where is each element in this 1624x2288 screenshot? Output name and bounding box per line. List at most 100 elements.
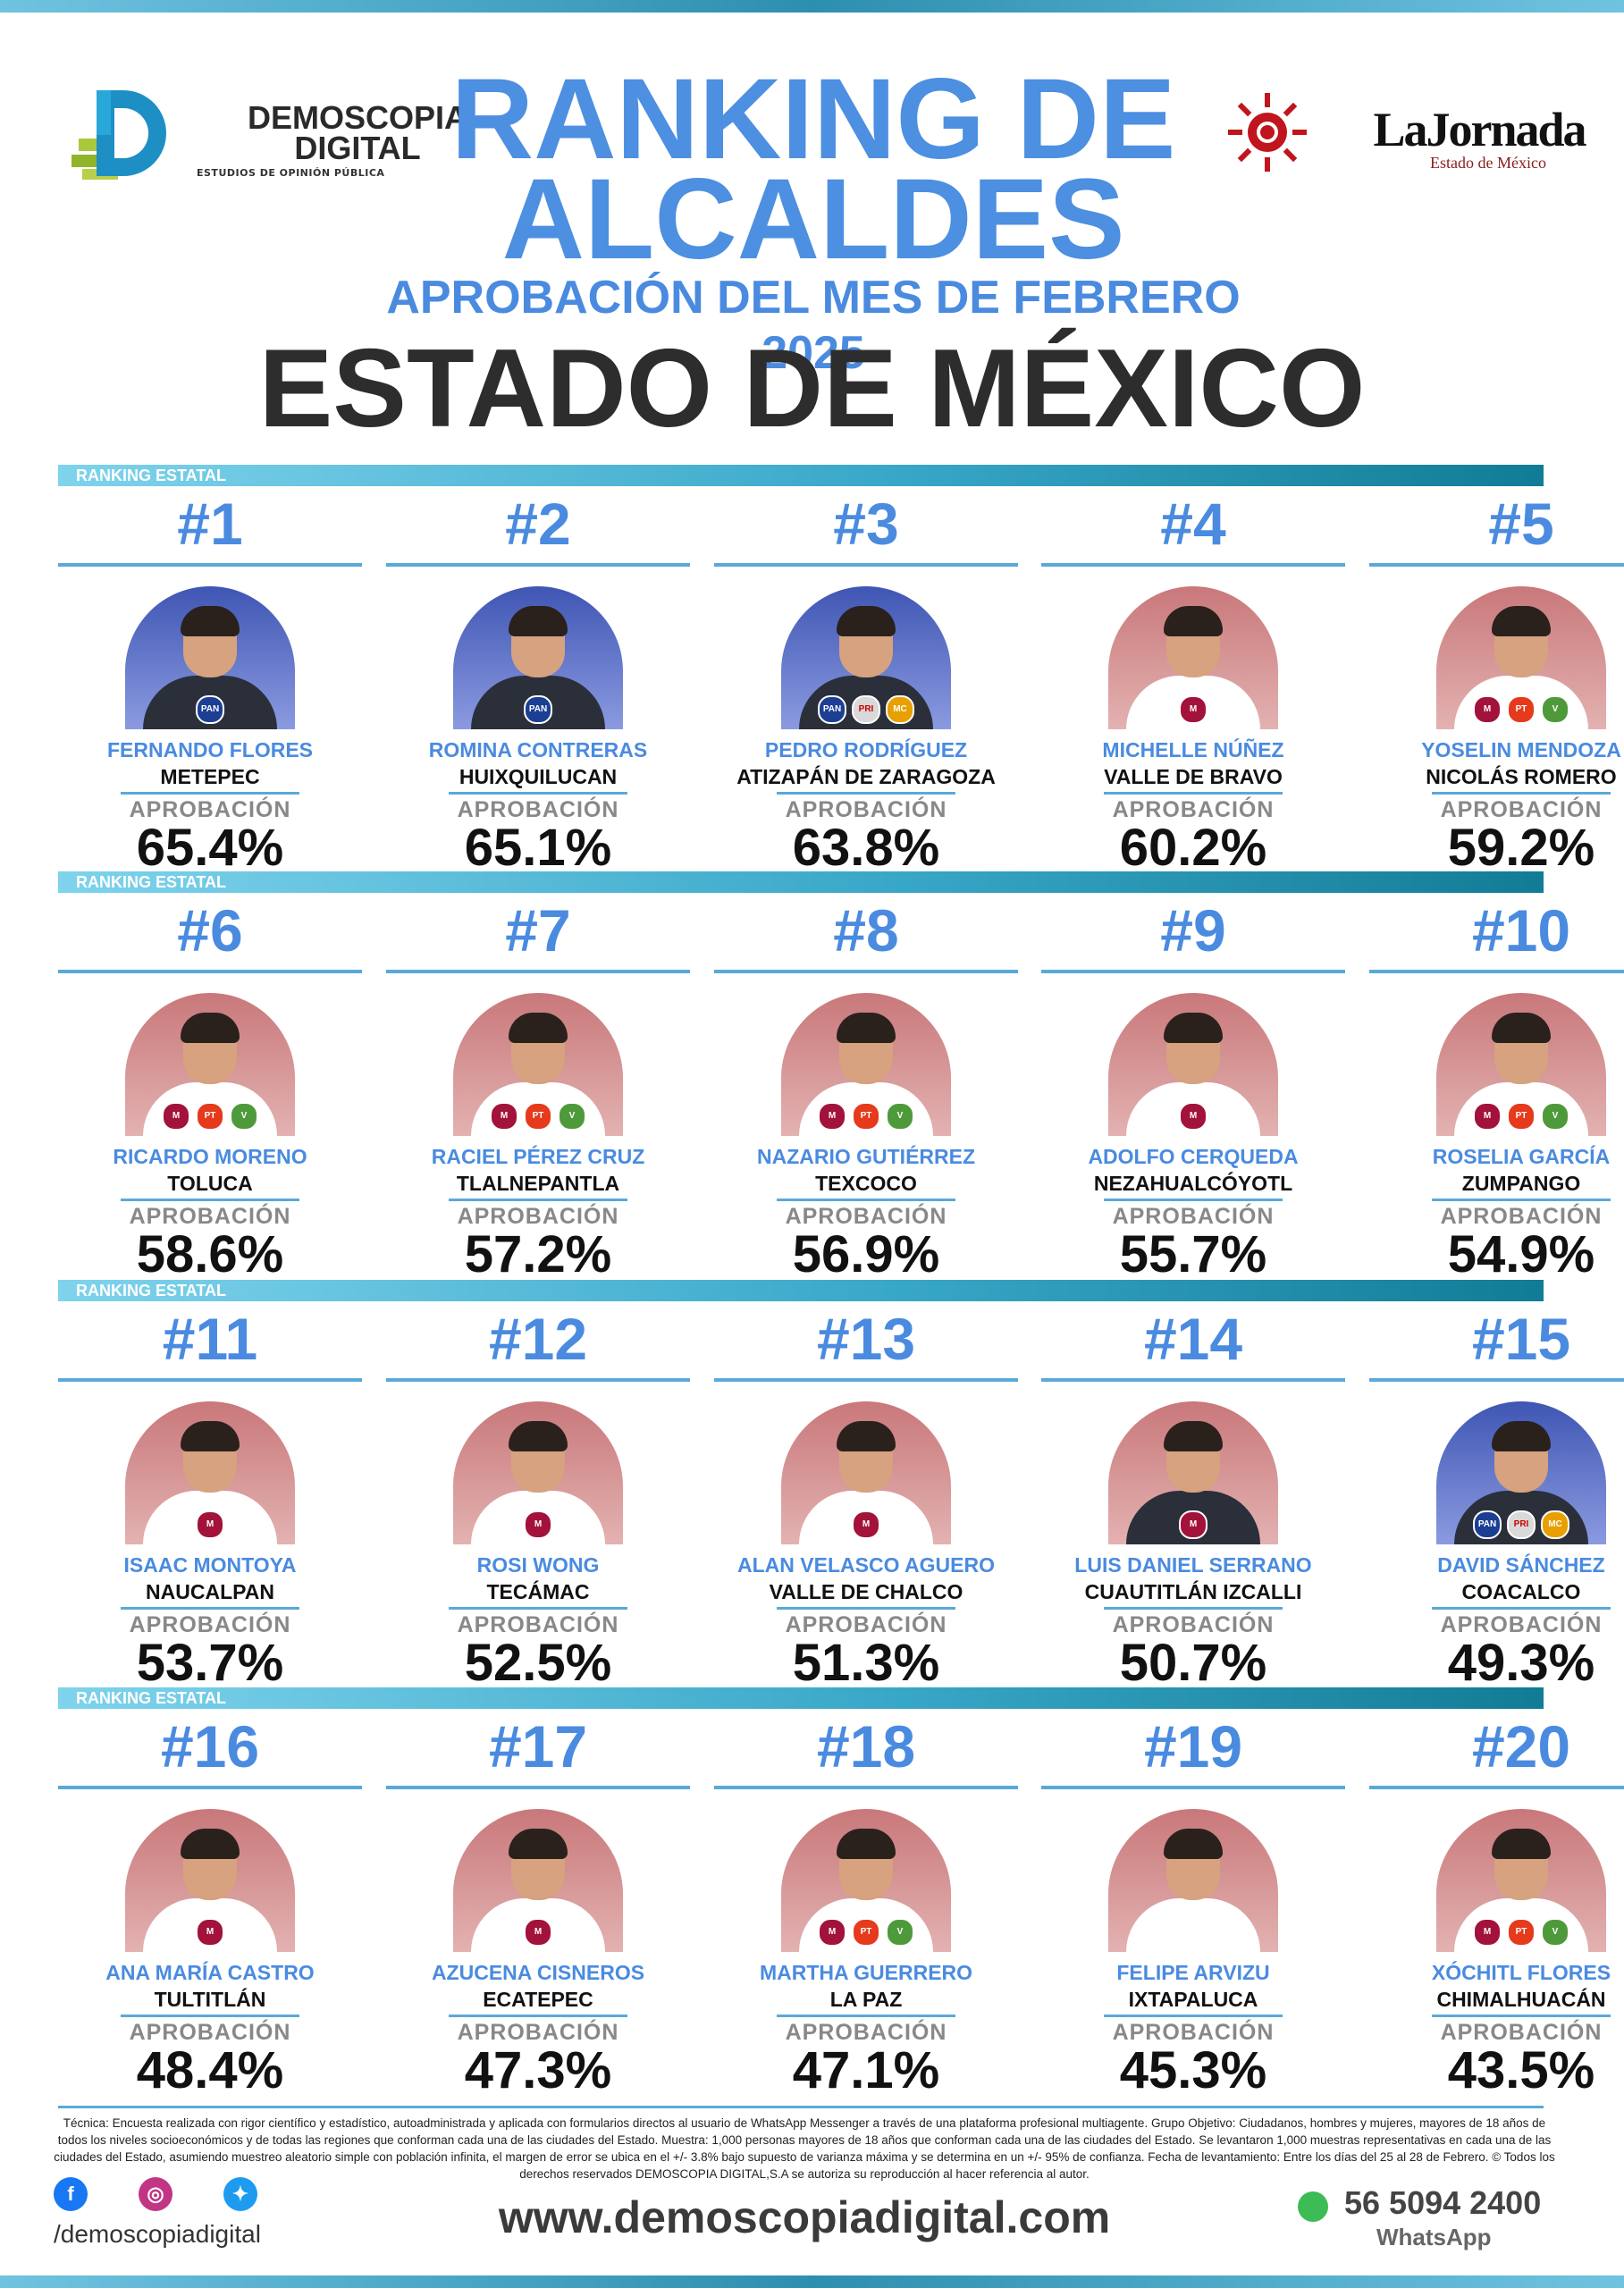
party-verde-icon: V	[1541, 695, 1569, 724]
approval-value: 49.3%	[1447, 1634, 1595, 1692]
twitter-icon[interactable]: ✦	[223, 2177, 257, 2211]
whatsapp-contact[interactable]: 56 5094 2400 WhatsApp	[1298, 2184, 1584, 2256]
rank-number: #4	[1160, 491, 1226, 557]
city-divider	[1432, 1607, 1611, 1610]
instagram-icon[interactable]: ◎	[139, 2177, 172, 2211]
approval-label: APROBACIÓN	[785, 1612, 947, 1637]
approval-label: APROBACIÓN	[1112, 1612, 1275, 1637]
rank-divider	[714, 563, 1018, 567]
party-pan-icon: PAN	[818, 695, 846, 724]
mayor-card: #13 M ALAN VELASCO AGUERO VALLE DE CHALCO AP…	[714, 1305, 1018, 1691]
mayor-name: ROMINA CONTRERAS	[428, 738, 648, 761]
mayor-name: ALAN VELASCO AGUERO	[737, 1553, 995, 1577]
rank-divider	[58, 1378, 362, 1382]
party-badges: M	[1108, 1102, 1278, 1131]
mayor-photo: M PT V	[1436, 1809, 1606, 1952]
portrait-hair	[1492, 1421, 1551, 1451]
portrait-hair	[1492, 606, 1551, 636]
city-divider	[449, 1607, 627, 1610]
municipality-name: TLALNEPANTLA	[456, 1172, 620, 1195]
lajornada-wordmark: LaJornada	[1373, 103, 1586, 156]
approval-value: 45.3%	[1119, 2041, 1267, 2099]
municipality-name: IXTAPALUCA	[1128, 1988, 1258, 2011]
portrait-hair	[509, 1421, 568, 1451]
municipality-name: TOLUCA	[167, 1172, 253, 1195]
rank-number: #6	[177, 897, 243, 963]
mayor-photo	[1108, 1809, 1278, 1952]
portrait-hair	[1164, 1829, 1223, 1859]
lajornada-sub: Estado de México	[1430, 154, 1546, 172]
mayor-name: MICHELLE NÚÑEZ	[1102, 738, 1284, 761]
approval-value: 48.4%	[136, 2041, 284, 2099]
rank-number: #9	[1160, 897, 1226, 963]
party-mc-icon: MC	[1541, 1510, 1569, 1539]
portrait-hair	[1492, 1829, 1551, 1859]
city-divider	[449, 792, 627, 795]
rank-number: #15	[1471, 1306, 1571, 1372]
mayor-photo: M	[1108, 1401, 1278, 1544]
approval-label: APROBACIÓN	[1112, 1204, 1275, 1229]
municipality-name: ZUMPANGO	[1461, 1172, 1581, 1195]
technical-note: Técnica: Encuesta realizada con rigor ci…	[54, 2116, 1555, 2181]
rank-divider	[1041, 563, 1345, 567]
mayor-photo: M	[453, 1401, 623, 1544]
approval-label: APROBACIÓN	[129, 797, 291, 822]
party-pan-icon: PAN	[1473, 1510, 1502, 1539]
rank-number: #19	[1143, 1713, 1243, 1779]
city-divider	[1104, 2015, 1283, 2017]
party-morena-icon: M	[1473, 1918, 1502, 1947]
rank-number: #18	[816, 1713, 916, 1779]
lajornada-sun-icon	[1228, 93, 1307, 172]
mayor-photo: M PT V	[781, 993, 951, 1136]
mayor-photo: PAN PRI MC	[781, 586, 951, 729]
approval-label: APROBACIÓN	[457, 1612, 619, 1637]
footer-divider	[58, 2106, 1544, 2108]
rank-number: #7	[505, 897, 571, 963]
approval-label: APROBACIÓN	[129, 2020, 291, 2045]
portrait-body	[1126, 1898, 1260, 1952]
party-morena-icon: M	[490, 1102, 518, 1131]
rank-number: #5	[1488, 491, 1554, 557]
rank-divider	[1369, 1378, 1624, 1382]
mayor-photo: M	[1108, 586, 1278, 729]
whatsapp-icon	[1298, 2191, 1328, 2222]
mayor-card: #19 FELIPE ARVIZU IXTAPALUCA APROBACIÓN 45.3…	[1041, 1712, 1345, 2099]
city-divider	[777, 2015, 955, 2017]
party-badges: M	[1108, 1510, 1278, 1539]
mayor-card: #15 PAN PRI MC DAVID SÁNCHEZ COACALCO APROBACI…	[1369, 1305, 1624, 1691]
party-pt-icon: PT	[524, 1102, 552, 1131]
party-badges: M PT V	[1436, 695, 1606, 724]
website-link[interactable]: www.demoscopiadigital.com	[498, 2192, 1111, 2242]
mayor-name: LUIS DANIEL SERRANO	[1074, 1553, 1312, 1577]
city-divider	[449, 1199, 627, 1201]
approval-value: 56.9%	[792, 1225, 940, 1283]
portrait-hair	[181, 1013, 240, 1043]
rank-divider	[1041, 970, 1345, 973]
portrait-hair	[837, 1421, 896, 1451]
party-badges: PAN PRI MC	[1436, 1510, 1606, 1539]
approval-value: 65.4%	[136, 819, 284, 877]
mayor-card: #2 PAN ROMINA CONTRERAS HUIXQUILUCAN APROBAC…	[386, 490, 690, 876]
party-pt-icon: PT	[1507, 695, 1536, 724]
rank-divider	[1369, 970, 1624, 973]
portrait-hair	[1164, 606, 1223, 636]
party-verde-icon: V	[1541, 1102, 1569, 1131]
city-divider	[1104, 792, 1283, 795]
social-handle[interactable]: /demoscopiadigital	[54, 2220, 261, 2248]
rank-divider	[1041, 1378, 1345, 1382]
party-verde-icon: V	[886, 1918, 914, 1947]
party-morena-icon: M	[818, 1102, 846, 1131]
mayor-name: ANA MARÍA CASTRO	[105, 1961, 315, 1984]
party-badges: M PT V	[1436, 1102, 1606, 1131]
municipality-name: ATIZAPÁN DE ZARAGOZA	[736, 765, 996, 788]
party-morena-icon: M	[196, 1510, 224, 1539]
approval-label: APROBACIÓN	[1112, 2020, 1275, 2045]
mayor-photo: PAN	[125, 586, 295, 729]
party-verde-icon: V	[886, 1102, 914, 1131]
party-pri-icon: PRI	[1507, 1510, 1536, 1539]
facebook-icon[interactable]: f	[54, 2177, 88, 2211]
bottom-stripe	[0, 2275, 1624, 2288]
rank-divider	[714, 1786, 1018, 1789]
rank-divider	[714, 1378, 1018, 1382]
mayor-photo: M PT V	[781, 1809, 951, 1952]
